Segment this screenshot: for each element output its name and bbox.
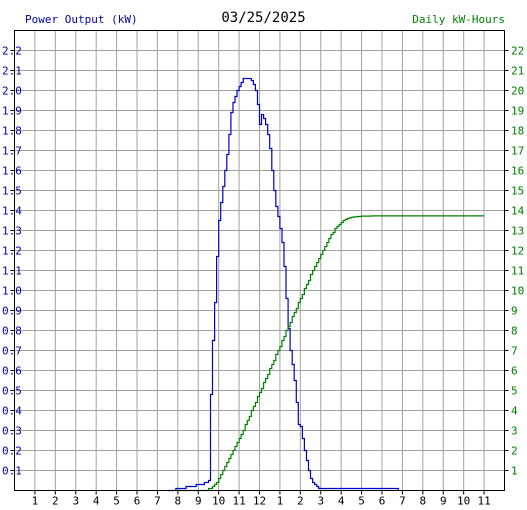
left-tick-label: 0.8 (2, 325, 22, 338)
x-tick-label: 5 (358, 495, 365, 508)
x-tick-label: 10 (457, 495, 470, 508)
right-tick-label: 20 (511, 85, 524, 98)
right-tick-label: 6 (511, 365, 518, 378)
right-tick-label: 3 (511, 425, 518, 438)
right-tick-label: 15 (511, 185, 524, 198)
right-axis-title: Daily kW-Hours (412, 13, 505, 26)
x-tick-label: 2 (52, 495, 59, 508)
right-tick-label: 17 (511, 145, 524, 158)
x-tick-label: 4 (338, 495, 345, 508)
left-tick-label: 2.2 (2, 45, 22, 58)
left-tick-label: 0.2 (2, 445, 22, 458)
left-tick-label: 1.6 (2, 165, 22, 178)
left-tick-label: 1.5 (2, 185, 22, 198)
left-tick-label: 1.4 (2, 205, 22, 218)
left-tick-label: 0.7 (2, 345, 22, 358)
left-tick-label: 0.3 (2, 425, 22, 438)
right-tick-label: 11 (511, 265, 524, 278)
x-tick-label: 1 (32, 495, 39, 508)
left-tick-label: 0.1 (2, 465, 22, 478)
left-tick-label: 2.1 (2, 65, 22, 78)
right-tick-label: 21 (511, 65, 524, 78)
left-tick-label: 1.3 (2, 225, 22, 238)
x-tick-label: 8 (420, 495, 427, 508)
left-tick-label: 1.0 (2, 285, 22, 298)
x-tick-label: 1 (277, 495, 284, 508)
left-tick-label: 0.6 (2, 365, 22, 378)
right-tick-label: 1 (511, 465, 518, 478)
right-tick-label: 4 (511, 405, 518, 418)
series-line-daily-kwh (177, 215, 485, 492)
right-tick-label: 2 (511, 445, 518, 458)
axis-ticks: 1 2 3 4 5 6 7 8 9 10 11 12 1 2 3 4 5 6 7 8 9 10 110.10.20.30.4… (2, 45, 525, 508)
right-tick-label: 12 (511, 245, 524, 258)
left-axis-title: Power Output (kW) (25, 13, 138, 26)
x-tick-label: 2 (297, 495, 304, 508)
right-tick-label: 8 (511, 325, 518, 338)
x-tick-label: 4 (93, 495, 100, 508)
left-tick-label: 0.4 (2, 405, 22, 418)
grid-lines (14, 30, 505, 491)
x-tick-label: 6 (134, 495, 141, 508)
left-tick-label: 1.2 (2, 245, 22, 258)
x-tick-label: 7 (399, 495, 406, 508)
left-tick-label: 0.9 (2, 305, 22, 318)
x-tick-label: 11 (232, 495, 245, 508)
left-tick-label: 1.7 (2, 145, 22, 158)
x-tick-label: 9 (440, 495, 447, 508)
x-tick-label: 5 (113, 495, 120, 508)
right-tick-label: 9 (511, 305, 518, 318)
x-tick-label: 8 (175, 495, 182, 508)
right-tick-label: 22 (511, 45, 524, 58)
x-tick-label: 12 (253, 495, 266, 508)
x-tick-label: 10 (212, 495, 225, 508)
x-tick-label: 3 (72, 495, 79, 508)
x-tick-label: 11 (477, 495, 490, 508)
right-tick-label: 7 (511, 345, 518, 358)
right-tick-label: 13 (511, 225, 524, 238)
right-tick-label: 10 (511, 285, 524, 298)
x-tick-label: 7 (154, 495, 161, 508)
right-tick-label: 19 (511, 105, 524, 118)
left-tick-label: 1.9 (2, 105, 22, 118)
chart-title: 03/25/2025 (221, 10, 306, 26)
right-tick-label: 14 (511, 205, 525, 218)
x-tick-label: 9 (195, 495, 202, 508)
right-tick-label: 5 (511, 385, 518, 398)
left-tick-label: 1.1 (2, 265, 22, 278)
left-tick-label: 1.8 (2, 125, 22, 138)
series-layer (167, 77, 485, 492)
right-tick-label: 16 (511, 165, 524, 178)
x-tick-label: 3 (317, 495, 324, 508)
series-line-power-output (167, 77, 399, 492)
right-tick-label: 18 (511, 125, 524, 138)
left-tick-label: 2.0 (2, 85, 22, 98)
left-tick-label: 0.5 (2, 385, 22, 398)
x-tick-label: 6 (379, 495, 386, 508)
